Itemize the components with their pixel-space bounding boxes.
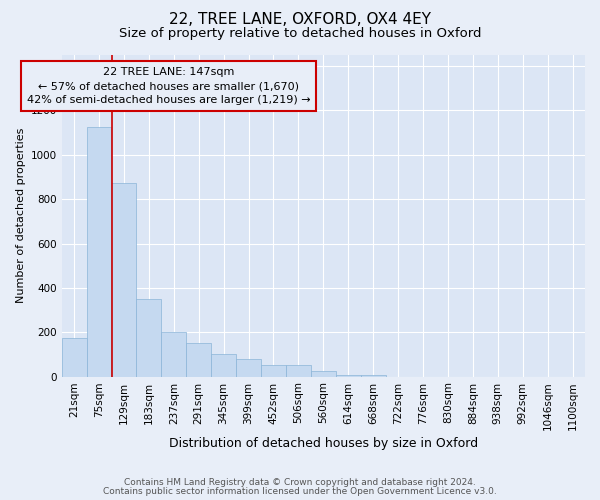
X-axis label: Distribution of detached houses by size in Oxford: Distribution of detached houses by size … — [169, 437, 478, 450]
Bar — [186, 344, 211, 376]
Text: Size of property relative to detached houses in Oxford: Size of property relative to detached ho… — [119, 28, 481, 40]
Bar — [211, 354, 236, 376]
Text: 22, TREE LANE, OXFORD, OX4 4EY: 22, TREE LANE, OXFORD, OX4 4EY — [169, 12, 431, 26]
Bar — [161, 332, 186, 376]
Bar — [86, 127, 112, 376]
Bar — [112, 182, 136, 376]
Bar — [261, 366, 286, 376]
Bar — [286, 366, 311, 376]
Bar — [236, 359, 261, 376]
Bar — [311, 371, 336, 376]
Bar — [62, 338, 86, 376]
Text: Contains HM Land Registry data © Crown copyright and database right 2024.: Contains HM Land Registry data © Crown c… — [124, 478, 476, 487]
Text: 22 TREE LANE: 147sqm
← 57% of detached houses are smaller (1,670)
42% of semi-de: 22 TREE LANE: 147sqm ← 57% of detached h… — [27, 67, 311, 105]
Y-axis label: Number of detached properties: Number of detached properties — [16, 128, 26, 304]
Text: Contains public sector information licensed under the Open Government Licence v3: Contains public sector information licen… — [103, 487, 497, 496]
Bar — [136, 299, 161, 376]
